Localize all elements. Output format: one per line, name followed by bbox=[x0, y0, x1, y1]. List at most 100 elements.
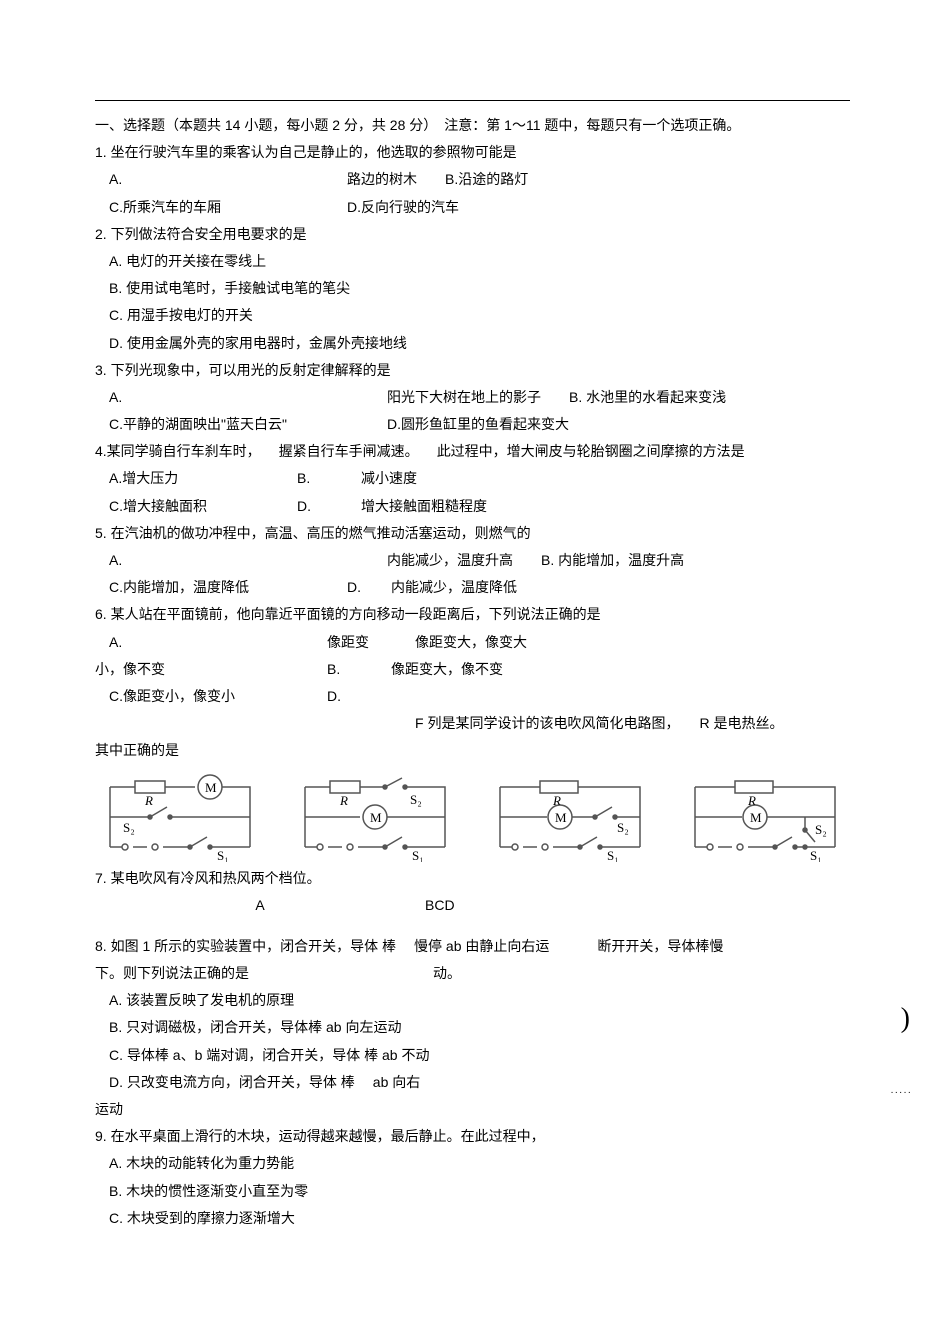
q8-s3: 断开开关，导体棒慢 bbox=[597, 934, 723, 959]
q6-A-mid: 像距变 bbox=[327, 630, 387, 655]
q5-D-text: 内能减少，温度降低 bbox=[391, 575, 517, 600]
q1-B: B.沿途的路灯 bbox=[445, 167, 528, 192]
q2-stem: 2. 下列做法符合安全用电要求的是 bbox=[95, 222, 850, 247]
q7-stem: 7. 某电吹风有冷风和热风两个档位。 bbox=[95, 866, 850, 891]
q5-row2: C.内能增加，温度降低 D. 内能减少，温度降低 bbox=[95, 575, 850, 600]
section-header: 一、选择题（本题共 14 小题，每小题 2 分，共 28 分） 注意：第 1～1… bbox=[95, 113, 850, 138]
q8-line2: 下。则下列说法正确的是 动。 bbox=[95, 961, 850, 986]
q9-A: A. 木块的动能转化为重力势能 bbox=[95, 1151, 850, 1176]
q3-B: B. 水池里的水看起来变浅 bbox=[569, 385, 726, 410]
q7-pre-right: F 列是某同学设计的该电吹风简化电路图， bbox=[415, 711, 679, 736]
q5-C: C.内能增加，温度降低 bbox=[109, 575, 319, 600]
q6-C: C.像距变小，像变小 bbox=[109, 684, 299, 709]
q4-C: C.增大接触面积 bbox=[109, 494, 269, 519]
circuit-row: R M S₂ S₁ R M S₂ bbox=[95, 772, 850, 862]
q4-row1: A.增大压力 B. 减小速度 bbox=[95, 466, 850, 491]
q6-B-text: 像距变大，像不变 bbox=[391, 657, 503, 682]
q8-D3: 运动 bbox=[95, 1097, 850, 1122]
circuit-a-S2: S₂ bbox=[123, 820, 135, 835]
q8-s4: 下。则下列说法正确的是 bbox=[95, 961, 415, 986]
q6-row1: A. 像距变 像距变大，像变大 bbox=[95, 630, 850, 655]
circuit-d-R: R bbox=[747, 793, 756, 808]
q1-D: D.反向行驶的汽车 bbox=[347, 195, 459, 220]
q8-A: A. 该装置反映了发电机的原理 bbox=[95, 988, 850, 1013]
top-rule bbox=[95, 100, 850, 101]
circuit-d-S2: S₂ bbox=[815, 822, 827, 837]
q3-A-text: 阳光下大树在地上的影子 bbox=[387, 385, 541, 410]
q4-stem-b: 握紧自行车手闸减速。 bbox=[279, 439, 419, 464]
q4-B-text: 减小速度 bbox=[361, 466, 417, 491]
q7-pre-left: 其中正确的是 bbox=[95, 738, 415, 763]
q1-opts-row1: A. 路边的树木 B.沿途的路灯 bbox=[95, 167, 850, 192]
circuit-c-icon: R M S₂ S₁ bbox=[485, 772, 655, 862]
q4-B-label: B. bbox=[297, 466, 357, 491]
q8-line1: 8. 如图 1 所示的实验装置中，闭合开关，导体 棒 慢停 ab 由静止向右运 … bbox=[95, 934, 850, 959]
q1-A-text: 路边的树木 bbox=[347, 167, 417, 192]
q3-row1: A. 阳光下大树在地上的影子 B. 水池里的水看起来变浅 bbox=[95, 385, 850, 410]
q5-B: B. 内能增加，温度升高 bbox=[541, 548, 684, 573]
q9-C: C. 木块受到的摩擦力逐渐增大 bbox=[95, 1206, 850, 1231]
q4-stem-c: 此过程中，增大闸皮与轮胎钢圈之间摩擦的方法是 bbox=[437, 439, 745, 464]
q8-C: C. 导体棒 a、b 端对调，闭合开关，导体 棒 ab 不动 bbox=[95, 1043, 850, 1068]
circuit-d-M: M bbox=[750, 810, 762, 825]
q1-A-label: A. bbox=[109, 171, 122, 187]
q6-D-label: D. bbox=[327, 684, 341, 709]
q4-row2: C.增大接触面积 D. 增大接触面粗糙程度 bbox=[95, 494, 850, 519]
q4-D-label: D. bbox=[297, 494, 357, 519]
q7-pre-row1: F 列是某同学设计的该电吹风简化电路图， R 是电热丝。 bbox=[95, 711, 850, 736]
circuit-b-icon: R M S₂ S₁ bbox=[290, 772, 460, 862]
q8-D: D. 只改变电流方向，闭合开关，导体 棒 bbox=[109, 1070, 355, 1095]
q6-A-right: 像距变大，像变大 bbox=[415, 630, 527, 655]
q9-B: B. 木块的惯性逐渐变小直至为零 bbox=[95, 1179, 850, 1204]
q4-stem: 4.某同学骑自行车刹车时， 握紧自行车手闸减速。 此过程中，增大闸皮与轮胎钢圈之… bbox=[95, 439, 850, 464]
bcd-BCD: BCD bbox=[425, 893, 625, 918]
circuit-c-M: M bbox=[555, 810, 567, 825]
q4-stem-a: 4.某同学骑自行车刹车时， bbox=[95, 439, 261, 464]
q2-A: A. 电灯的开关接在零线上 bbox=[95, 249, 850, 274]
bcd-A: A bbox=[95, 893, 425, 918]
q3-row2: C.平静的湖面映出"蓝天白云" D.圆形鱼缸里的鱼看起来变大 bbox=[95, 412, 850, 437]
q4-A: A.增大压力 bbox=[109, 466, 269, 491]
side-paren-icon: ) bbox=[901, 994, 910, 1044]
q3-A-label: A. bbox=[109, 389, 122, 405]
circuit-a-R: R bbox=[144, 793, 153, 808]
q6-A-label: A. bbox=[109, 634, 122, 650]
circuit-a-S1: S₁ bbox=[217, 848, 229, 862]
q6-A-cont: 小，像不变 bbox=[95, 657, 299, 682]
q3-D: D.圆形鱼缸里的鱼看起来变大 bbox=[387, 412, 569, 437]
circuit-d-S1: S₁ bbox=[810, 848, 822, 862]
q8-s1: 8. 如图 1 所示的实验装置中，闭合开关，导体 棒 bbox=[95, 934, 396, 959]
q5-stem: 5. 在汽油机的做功冲程中，高温、高压的燃气推动活塞运动，则燃气的 bbox=[95, 521, 850, 546]
circuit-b-R: R bbox=[339, 793, 348, 808]
circuit-a-icon: R M S₂ S₁ bbox=[95, 772, 265, 862]
q2-C: C. 用湿手按电灯的开关 bbox=[95, 303, 850, 328]
q9-stem: 9. 在水平桌面上滑行的木块，运动得越来越慢，最后静止。在此过程中， bbox=[95, 1124, 850, 1149]
q5-A-label: A. bbox=[109, 552, 122, 568]
q1-stem: 1. 坐在行驶汽车里的乘客认为自己是静止的，他选取的参照物可能是 bbox=[95, 140, 850, 165]
q8-D-row: D. 只改变电流方向，闭合开关，导体 棒 ab 向右 bbox=[95, 1070, 850, 1095]
circuit-b-M: M bbox=[370, 810, 382, 825]
q3-C: C.平静的湖面映出"蓝天白云" bbox=[109, 412, 359, 437]
q5-row1: A. 内能减少，温度升高 B. 内能增加，温度升高 bbox=[95, 548, 850, 573]
q5-A-text: 内能减少，温度升高 bbox=[387, 548, 513, 573]
bcd-row: A BCD bbox=[95, 893, 850, 918]
q6-stem: 6. 某人站在平面镜前，他向靠近平面镜的方向移动一段距离后，下列说法正确的是 bbox=[95, 602, 850, 627]
circuit-c-R: R bbox=[552, 793, 561, 808]
circuit-c-S2: S₂ bbox=[617, 820, 629, 835]
q1-opts-row2: C.所乘汽车的车厢 D.反向行驶的汽车 bbox=[95, 195, 850, 220]
q7-pre-row2: 其中正确的是 bbox=[95, 738, 850, 763]
q6-row2: 小，像不变 B. 像距变大，像不变 bbox=[95, 657, 850, 682]
q6-row3: C.像距变小，像变小 D. bbox=[95, 684, 850, 709]
q5-D-label: D. bbox=[347, 575, 387, 600]
side-dots-icon: ····· bbox=[890, 1084, 912, 1102]
q2-B: B. 使用试电笔时，手接触试电笔的笔尖 bbox=[95, 276, 850, 301]
circuit-c-S1: S₁ bbox=[607, 848, 619, 862]
q7-pre-right2: R 是电热丝。 bbox=[699, 711, 783, 736]
q4-D-text: 增大接触面粗糙程度 bbox=[361, 494, 487, 519]
q8-B: B. 只对调磁极，闭合开关，导体棒 ab 向左运动 bbox=[95, 1015, 850, 1040]
q3-stem: 3. 下列光现象中，可以用光的反射定律解释的是 bbox=[95, 358, 850, 383]
q1-C: C.所乘汽车的车厢 bbox=[109, 195, 319, 220]
q8-s2: 慢停 ab 由静止向右运 bbox=[414, 934, 549, 959]
q2-D: D. 使用金属外壳的家用电器时，金属外壳接地线 bbox=[95, 331, 850, 356]
q8-s5: 动。 bbox=[433, 961, 461, 986]
